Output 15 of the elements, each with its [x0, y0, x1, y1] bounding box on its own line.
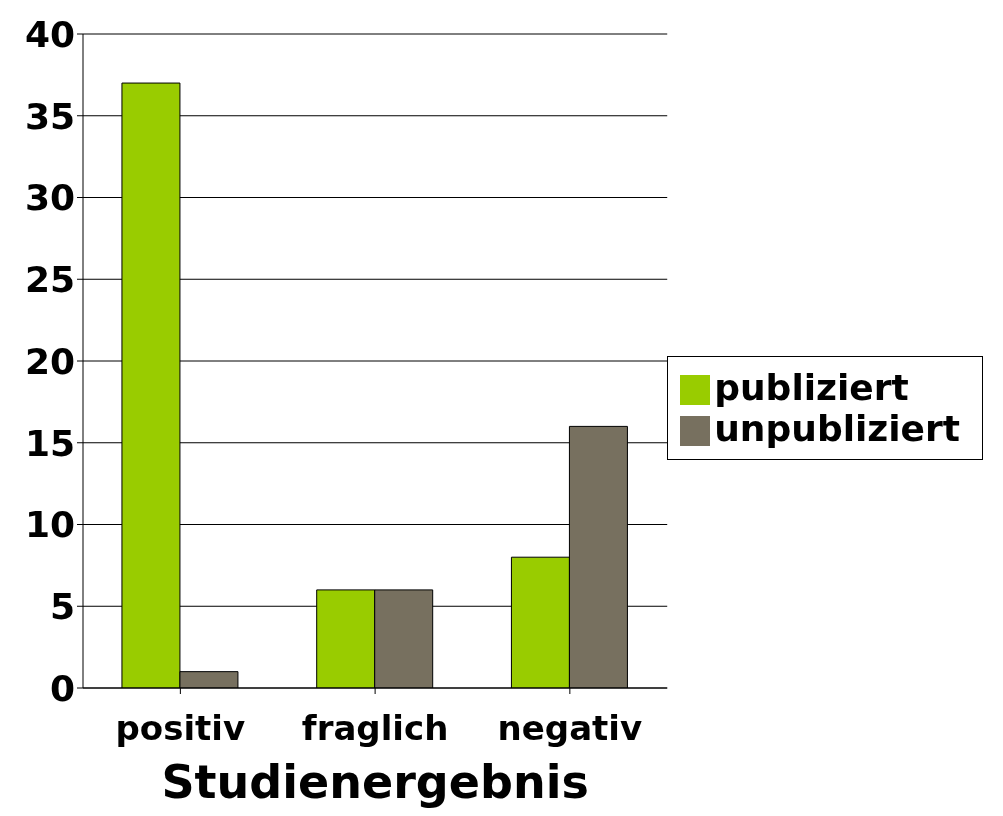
- x-tick-label: fraglich: [301, 708, 449, 749]
- y-tick-label: 5: [49, 586, 75, 628]
- y-tick-label: 35: [24, 95, 75, 137]
- y-tick-label: 15: [24, 422, 75, 464]
- y-tick-label: 10: [24, 504, 75, 546]
- y-tick-label: 40: [24, 13, 75, 55]
- x-tick-label: positiv: [115, 708, 246, 749]
- y-tick-label: 20: [24, 340, 75, 382]
- legend-label: publiziert: [714, 367, 909, 408]
- y-tick-label: 30: [24, 177, 75, 219]
- x-tick-label: negativ: [497, 708, 643, 749]
- legend-label: unpubliziert: [714, 408, 960, 449]
- y-tick-label: 0: [49, 667, 75, 709]
- y-tick-label: 25: [24, 259, 75, 301]
- x-axis-title: Studienergebnis: [161, 755, 589, 809]
